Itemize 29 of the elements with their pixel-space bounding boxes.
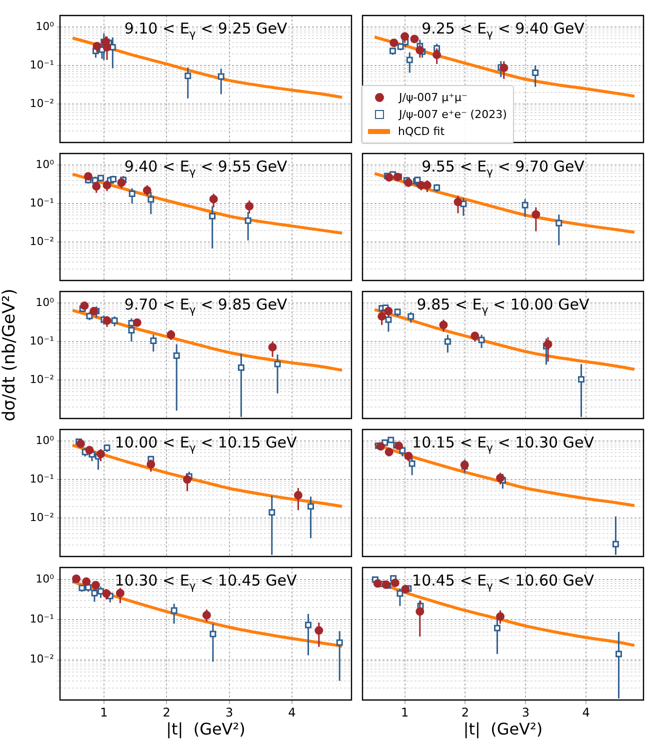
x-tick-label: 1 <box>100 705 108 720</box>
y-tick-label: 10⁻² <box>30 372 54 386</box>
y-tick-label: 10⁰ <box>36 572 55 586</box>
y-tick-label: 10⁰ <box>36 20 55 33</box>
y-tick-label: 10⁻¹ <box>30 612 54 626</box>
y-tick-label: 10⁻¹ <box>30 196 54 210</box>
y-tick-label: 10⁻² <box>30 510 54 524</box>
y-tick-label: 10⁰ <box>36 296 55 309</box>
y-tick-label: 10⁻¹ <box>30 58 54 72</box>
y-tick-label: 10⁰ <box>36 158 55 171</box>
y-tick-label: 10⁻² <box>30 96 54 110</box>
y-tick-label: 10⁰ <box>36 434 55 447</box>
x-tick-label: 3 <box>225 705 234 720</box>
y-axis-title: dσ/dt (nb/GeV²) <box>0 288 20 422</box>
legend-label: J/ψ-007 e⁺e⁻ (2023) <box>399 108 507 121</box>
x-tick-label: 2 <box>162 705 170 720</box>
x-axis-title: |t| (GeV²) <box>463 720 543 739</box>
x-tick-label: 1 <box>400 705 409 720</box>
y-tick-label: 10⁻² <box>30 652 54 666</box>
y-tick-label: 10⁻¹ <box>30 334 54 348</box>
x-tick-label: 2 <box>461 705 470 720</box>
x-tick-label: 3 <box>522 705 530 720</box>
y-tick-label: 10⁻² <box>30 234 54 248</box>
x-tick-label: 4 <box>582 705 590 720</box>
legend-label: J/ψ-007 μ⁺μ⁻ <box>399 91 468 104</box>
x-axis-title: |t| (GeV²) <box>166 720 246 739</box>
x-tick-label: 4 <box>288 705 296 720</box>
legend-label: hQCD fit <box>398 125 445 138</box>
y-tick-label: 10⁻¹ <box>30 472 54 486</box>
